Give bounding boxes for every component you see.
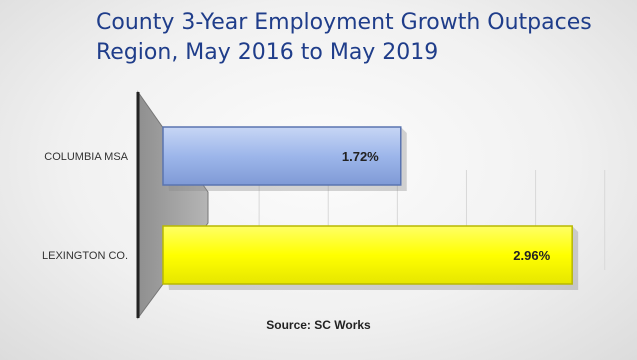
labels: COLUMBIA MSA 1.72% LEXINGTON CO. 2.96% [42, 149, 551, 263]
chart-title-line-2: Region, May 2016 to May 2019 [96, 40, 439, 65]
value-label: 1.72% [342, 149, 379, 164]
bars [162, 126, 579, 290]
category-label: COLUMBIA MSA [44, 151, 128, 163]
chart-title-line-1: County 3-Year Employment Growth Outpaces [96, 10, 592, 35]
bar-lexington-co [162, 225, 573, 285]
chart-title: County 3-Year Employment Growth Outpaces… [96, 8, 616, 68]
value-label: 2.96% [513, 248, 550, 263]
source-note: Source: SC Works [266, 318, 371, 332]
category-label: LEXINGTON CO. [42, 250, 128, 262]
bar-columbia-msa [162, 126, 402, 186]
